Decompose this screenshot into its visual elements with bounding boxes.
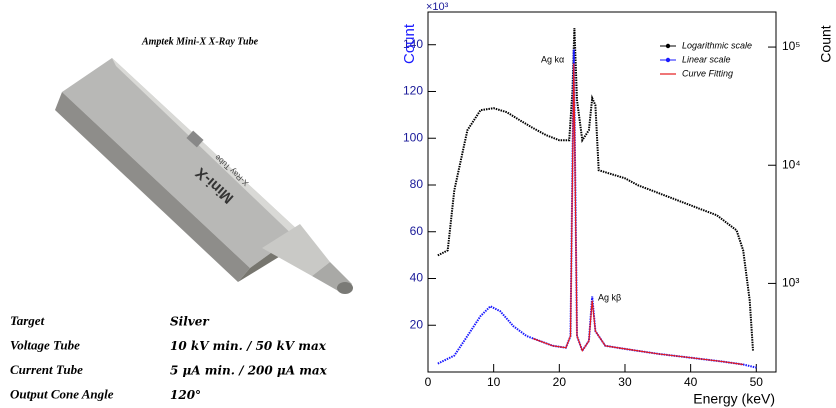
- legend-label: Logarithmic scale: [682, 40, 752, 50]
- spec-key: Voltage Tube: [10, 337, 80, 352]
- annotation: Ag kβ: [598, 292, 621, 302]
- y-tick-label: 140: [403, 37, 423, 51]
- spec-value: 120°: [170, 388, 201, 402]
- spec-key: Current Tube: [10, 362, 83, 377]
- y-tick-label: 100: [403, 130, 423, 144]
- plot-frame: [427, 11, 777, 373]
- x-tick-label: 20: [553, 375, 567, 389]
- spec-value: Silver: [170, 315, 210, 329]
- y2-tick-label: 10⁵: [782, 39, 800, 53]
- spec-key: Target: [10, 313, 45, 328]
- annotation: Ag kα: [541, 54, 564, 64]
- y2-tick-label: 10³: [782, 276, 799, 290]
- spec-key: Output Cone Angle: [10, 386, 114, 401]
- legend-label: Linear scale: [682, 54, 731, 64]
- y-axis-label: Count: [401, 23, 418, 64]
- y-tick-label: 80: [410, 177, 424, 191]
- legend-marker: [665, 43, 671, 49]
- series-line: [437, 27, 754, 351]
- legend-label: Curve Fitting: [682, 68, 733, 78]
- x-tick-label: 40: [684, 375, 698, 389]
- legend-marker: [665, 57, 671, 63]
- series-line: [532, 63, 744, 366]
- y-tick-label: 40: [410, 271, 424, 285]
- y-tick-label: 20: [410, 317, 424, 331]
- x-tick-label: 50: [750, 375, 764, 389]
- spec-value: 5 μA min. / 200 μA max: [170, 364, 328, 378]
- multiplier: ×10³: [426, 1, 449, 13]
- series-line: [437, 49, 757, 369]
- x-tick-label: 0: [425, 375, 432, 389]
- spec-table: Target Silver Voltage Tube 10 kV min. / 50 …: [10, 313, 328, 402]
- x-tick-label: 10: [487, 375, 501, 389]
- chart: 0 10 20 30 40 50 20 40 60 80 100 120 140 10³ 10⁴ 10⁵ ×10…: [401, 1, 834, 407]
- x-axis-label: Energy (keV): [693, 391, 775, 407]
- y-tick-label: 120: [403, 84, 423, 98]
- y-tick-label: 60: [410, 224, 424, 238]
- y2-axis-label: Count: [818, 25, 834, 62]
- x-tick-label: 30: [618, 375, 632, 389]
- device-photo: Mini-X X-Ray Tube: [55, 58, 353, 294]
- spec-value: 10 kV min. / 50 kV max: [170, 339, 327, 353]
- y2-tick-label: 10⁴: [782, 157, 801, 171]
- caption: Amptek Mini-X X-Ray Tube: [141, 36, 259, 47]
